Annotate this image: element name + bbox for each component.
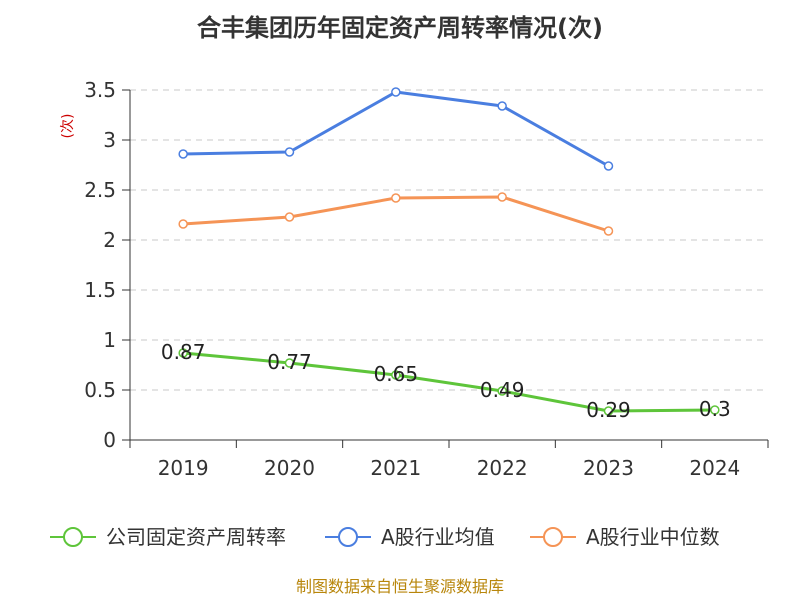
data-point <box>603 161 614 171</box>
y-tick-label: 2.5 <box>84 178 116 202</box>
data-point <box>178 219 188 229</box>
data-point <box>178 149 188 159</box>
y-tick-label: 1 <box>103 328 116 352</box>
legend-label: 公司固定资产周转率 <box>106 525 286 549</box>
x-tick-label: 2023 <box>583 456 634 480</box>
data-label: 0.29 <box>586 398 631 422</box>
y-tick-label: 1.5 <box>84 278 116 302</box>
data-point <box>284 358 295 368</box>
legend-marker <box>338 527 358 547</box>
series-line-0 <box>183 351 715 413</box>
legend-label: A股行业均值 <box>381 525 495 549</box>
axes: 0 0.5 1 1.5 2 2.5 3 3.5 2019 2020 2021 2022 2023 2024 <box>84 78 769 480</box>
legend-item-2: A股行业中位数 <box>530 525 720 549</box>
data-label: 0.49 <box>480 378 525 402</box>
series-line-1 <box>183 90 610 168</box>
data-point <box>284 212 295 222</box>
legend-marker <box>543 527 563 547</box>
data-point <box>497 101 507 111</box>
data-label: 0.87 <box>161 340 206 364</box>
x-tick-label: 2024 <box>689 456 740 480</box>
data-point <box>710 405 720 415</box>
grid-lines <box>130 89 768 391</box>
x-tick-label: 2022 <box>477 456 528 480</box>
data-point <box>284 147 295 157</box>
data-point <box>603 406 614 416</box>
legend-marker <box>63 527 83 547</box>
legend-label: A股行业中位数 <box>586 525 720 549</box>
data-point <box>603 226 614 236</box>
y-tick-label: 3 <box>103 128 116 152</box>
y-tick-label: 3.5 <box>84 78 116 102</box>
x-tick-label: 2019 <box>158 456 209 480</box>
data-point <box>178 348 188 358</box>
data-point <box>391 87 401 97</box>
x-tick-label: 2021 <box>370 456 421 480</box>
data-label: 0.65 <box>374 362 419 386</box>
legend-item-0: 公司固定资产周转率 <box>50 525 286 549</box>
data-point <box>391 193 401 203</box>
y-tick-label: 0 <box>103 428 116 452</box>
x-tick-label: 2020 <box>264 456 315 480</box>
chart-title: 合丰集团历年固定资产周转率情况(次) <box>197 14 603 42</box>
data-label: 0.3 <box>699 397 731 421</box>
legend: 公司固定资产周转率 A股行业均值 A股行业中位数 <box>50 525 720 549</box>
data-point <box>497 192 507 202</box>
data-label: 0.77 <box>267 350 312 374</box>
legend-item-1: A股行业均值 <box>325 525 495 549</box>
source-note: 制图数据来自恒生聚源数据库 <box>296 577 504 596</box>
data-point <box>497 386 507 396</box>
y-tick-label: 2 <box>103 228 116 252</box>
data-point <box>391 370 401 380</box>
y-axis-unit-label: (次) <box>60 114 76 139</box>
y-tick-label: 0.5 <box>84 378 116 402</box>
series-layer: 0.87 0.77 0.65 0.49 0.29 0.3 <box>161 87 731 422</box>
